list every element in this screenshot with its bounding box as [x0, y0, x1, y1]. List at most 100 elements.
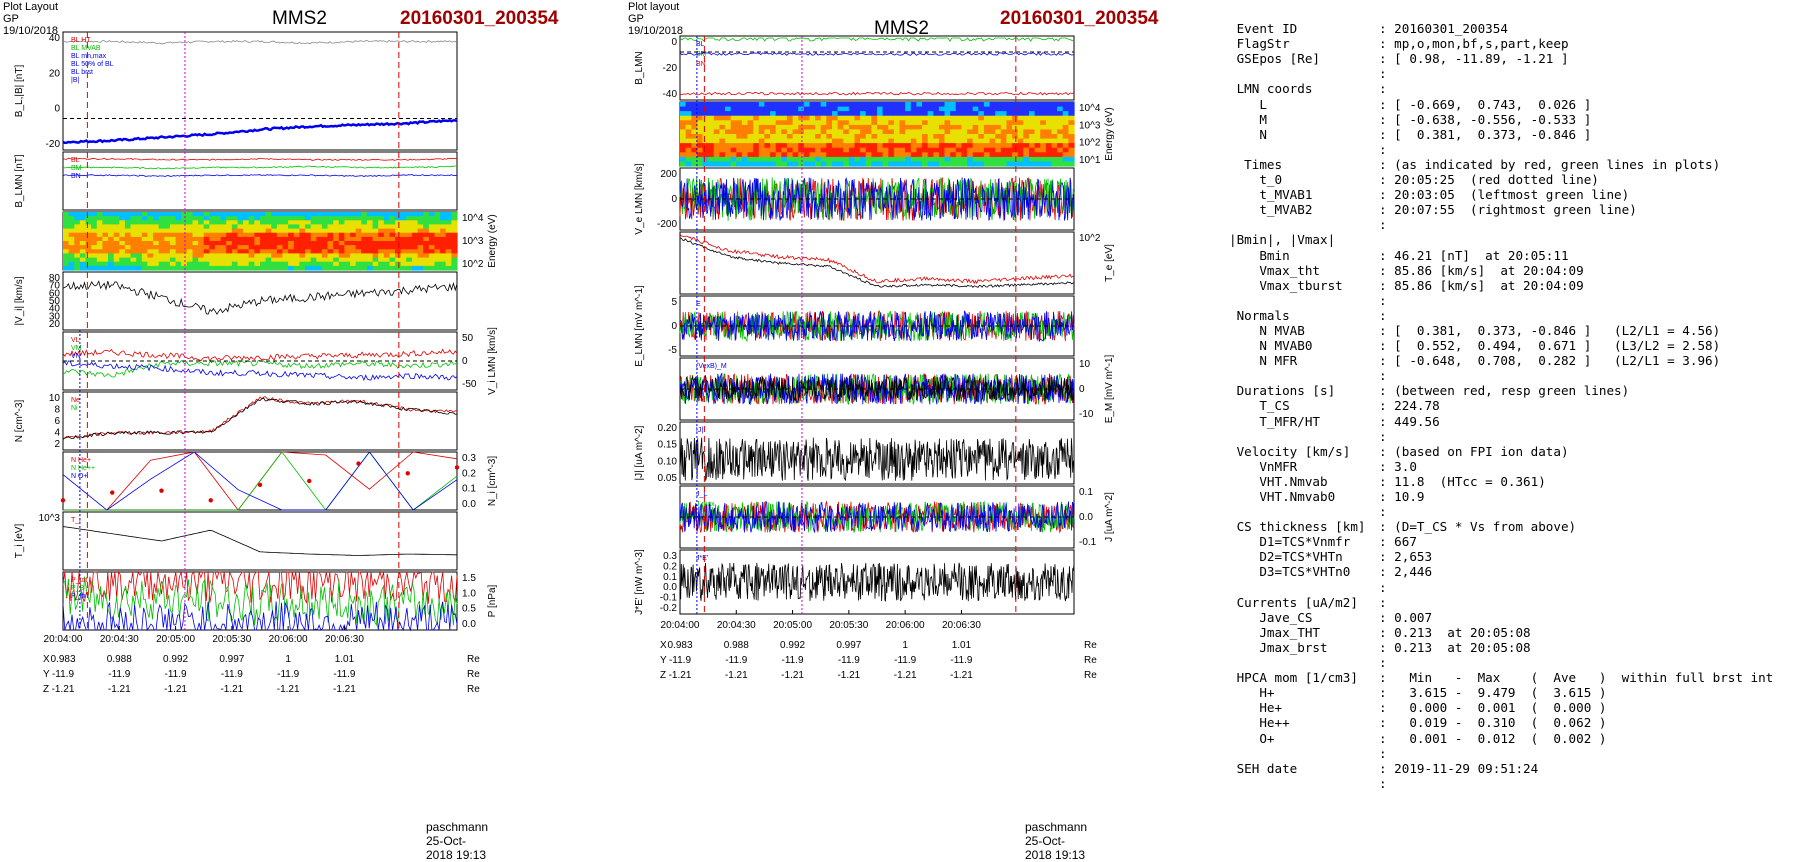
heat-cell: [124, 216, 132, 221]
heat-cell: [440, 249, 447, 254]
heat-cell: [153, 220, 160, 225]
heat-cell: [203, 232, 210, 238]
heat-cell: [809, 143, 816, 149]
series-line: [62, 360, 458, 378]
heat-cell: [406, 253, 413, 259]
heat-cell: [338, 249, 345, 254]
info-key: Jave_CS: [1229, 609, 1313, 625]
heat-cell: [440, 232, 447, 238]
heat-cell: [293, 261, 300, 267]
info-row: :: [1229, 142, 1799, 157]
heat-cell: [938, 152, 946, 158]
heat-cell: [708, 134, 715, 140]
heat-cell: [406, 261, 413, 267]
heat-cell: [995, 111, 1002, 117]
heat-cell: [186, 228, 193, 234]
heat-cell: [389, 257, 396, 263]
heat-cell: [63, 224, 70, 230]
legend-entry: Ni: [71, 405, 78, 412]
heat-cell: [741, 134, 749, 140]
heat-cell: [445, 220, 452, 225]
heat-cell: [68, 236, 75, 242]
info-key: N MVAB: [1229, 322, 1305, 338]
y-tick-label: 0.2: [663, 561, 677, 572]
heat-cell: [860, 156, 867, 163]
info-key: N MFR: [1229, 353, 1298, 369]
heat-cell: [237, 253, 244, 259]
y-tick-label: 1.0: [462, 588, 476, 599]
heat-cell: [1040, 115, 1047, 121]
heat-cell: [79, 232, 87, 238]
heat-cell: [243, 224, 250, 230]
heat-cell: [938, 143, 946, 149]
heat-cell: [226, 216, 233, 221]
pos-value: -11.9: [277, 669, 299, 680]
heat-cell: [877, 111, 884, 117]
heat-cell: [395, 212, 402, 217]
heat-cell: [372, 212, 379, 217]
heat-cell: [865, 134, 872, 140]
info-value: : [ 0.98, -11.89, -1.21 ]: [1379, 51, 1569, 67]
heat-cell: [412, 241, 419, 246]
series-line: [62, 397, 458, 440]
heat-cell: [412, 261, 419, 267]
heat-cell: [803, 106, 810, 112]
heat-cell: [237, 245, 244, 250]
heat-cell: [854, 111, 861, 117]
heat-cell: [344, 241, 351, 246]
heat-cell: [815, 129, 822, 135]
heat-cell: [361, 249, 368, 254]
heat-cell: [770, 138, 777, 144]
heat-cell: [153, 253, 160, 259]
heat-cell: [1012, 143, 1019, 149]
heat-cell: [141, 216, 148, 221]
heat-cell: [933, 156, 940, 163]
heat-cell: [877, 129, 884, 135]
heat-cell: [826, 138, 833, 144]
heat-cell: [158, 253, 165, 259]
heat-cell: [113, 224, 120, 230]
heat-cell: [702, 161, 709, 167]
heat-cell: [321, 249, 329, 254]
info-row: VHT.Nmvab0: 10.9: [1229, 489, 1799, 504]
heat-cell: [1062, 161, 1069, 167]
heat-cell: [781, 152, 788, 158]
heat-cell: [85, 236, 92, 242]
pos-row-label: Y: [660, 655, 667, 666]
heat-cell: [243, 257, 250, 263]
heat-cell: [164, 265, 171, 271]
pos-value: 0.983: [667, 640, 692, 651]
info-value: : [ -0.648, 0.708, 0.282 ] (L2/L1 = 3.96…: [1379, 353, 1721, 369]
info-value: :: [1379, 81, 1387, 97]
heat-cell: [366, 241, 374, 246]
heat-cell: [910, 152, 917, 158]
heat-cell: [203, 228, 210, 234]
heat-cell: [333, 220, 340, 225]
heat-cell: [260, 249, 267, 254]
heat-cell: [967, 134, 974, 140]
heat-cell: [406, 224, 413, 230]
info-value: : (based on FPI ion data): [1379, 443, 1569, 459]
heat-cell: [854, 156, 861, 163]
heat-cell: [1023, 129, 1030, 135]
heat-cell: [316, 212, 323, 217]
heat-cell: [899, 138, 906, 144]
panel-frame: [62, 151, 458, 211]
heat-cell: [854, 120, 861, 126]
heat-cell: [226, 236, 233, 242]
heat-cell: [995, 134, 1002, 140]
heat-cell: [288, 232, 295, 238]
heat-cell: [243, 265, 250, 271]
heat-cell: [708, 129, 715, 135]
heat-cell: [820, 156, 827, 163]
heat-cell: [378, 249, 385, 254]
heat-cell: [85, 253, 92, 259]
heat-cell: [899, 147, 906, 153]
heat-cell: [130, 220, 137, 225]
heat-cell: [321, 245, 329, 250]
heat-cell: [327, 261, 334, 267]
heat-cell: [136, 212, 143, 217]
heat-cell: [1068, 156, 1075, 163]
heat-cell: [113, 228, 120, 234]
